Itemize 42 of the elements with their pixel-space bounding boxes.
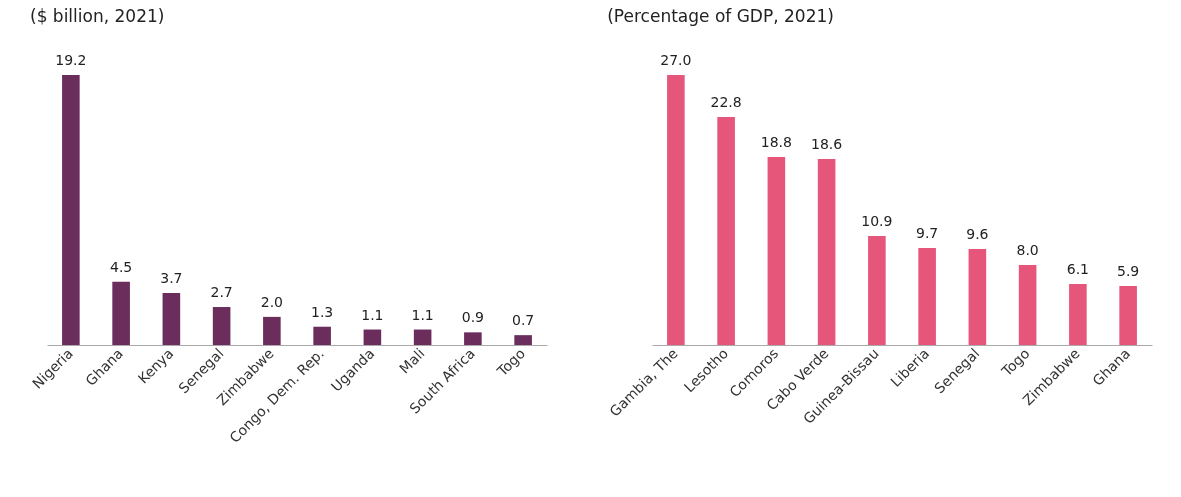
data-label: 18.8 <box>760 134 792 150</box>
bar <box>313 326 331 345</box>
data-label: 19.2 <box>55 52 87 68</box>
bar <box>62 75 80 345</box>
bar <box>1119 286 1137 345</box>
bar <box>767 157 786 345</box>
data-label: 0.9 <box>461 309 485 326</box>
data-label: 10.9 <box>861 213 893 229</box>
bar <box>162 292 181 345</box>
bar <box>263 316 281 345</box>
chart-title: (Percentage of GDP, 2021) <box>607 6 834 26</box>
data-label: 0.7 <box>512 312 535 329</box>
data-label: 8.0 <box>1016 242 1039 258</box>
data-label: 1.1 <box>411 306 434 323</box>
data-label: 9.7 <box>915 225 939 241</box>
bar <box>868 236 886 345</box>
bar <box>112 281 130 345</box>
bar <box>464 332 482 345</box>
bar <box>363 329 382 345</box>
bar <box>817 159 836 345</box>
bar <box>667 75 685 345</box>
data-label: 22.8 <box>710 94 742 110</box>
bar <box>968 249 987 345</box>
data-label: 5.9 <box>1117 263 1140 279</box>
data-label: 2.0 <box>260 293 284 310</box>
data-label: 1.1 <box>361 306 384 323</box>
data-label: 3.7 <box>160 269 183 286</box>
bar <box>1069 284 1087 345</box>
data-label: 1.3 <box>310 303 334 320</box>
bar <box>717 117 735 345</box>
data-label: 4.5 <box>109 258 133 275</box>
bar <box>514 335 532 345</box>
bar <box>1018 265 1037 345</box>
data-label: 6.1 <box>1066 261 1090 277</box>
data-label: 18.6 <box>811 136 843 152</box>
bar <box>918 248 936 345</box>
data-label: 2.7 <box>210 284 233 301</box>
data-label: 9.6 <box>966 226 989 242</box>
bar <box>212 307 231 345</box>
data-label: 27.0 <box>660 52 692 68</box>
bar <box>413 329 432 345</box>
chart-title: ($ billion, 2021) <box>30 6 165 26</box>
